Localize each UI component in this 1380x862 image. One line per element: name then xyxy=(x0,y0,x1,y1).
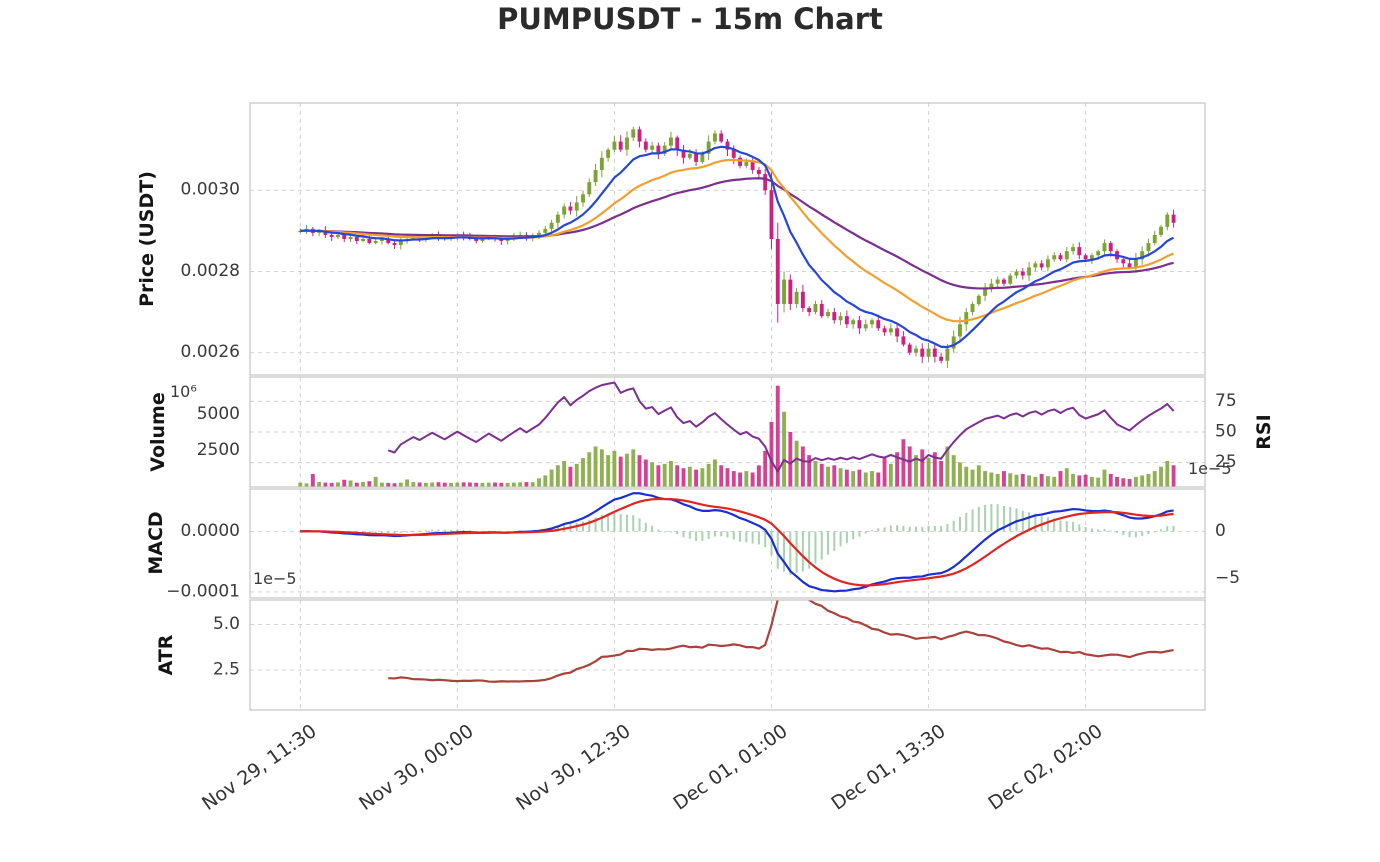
atr-offset-label: 1e−5 xyxy=(253,569,297,588)
rsi-axis-label: RSI xyxy=(1253,414,1275,450)
volume-offset-label: 10⁶ xyxy=(170,382,197,401)
macd-axis-label: MACD xyxy=(145,511,167,575)
price-axis-label: Price (USDT) xyxy=(136,171,158,307)
chart-title: PUMPUSDT - 15m Chart xyxy=(497,2,883,36)
atr-axis-label: ATR xyxy=(155,634,177,676)
macd-right-offset-label: 1e−5 xyxy=(1188,459,1232,478)
volume-axis-label: Volume xyxy=(147,392,169,472)
